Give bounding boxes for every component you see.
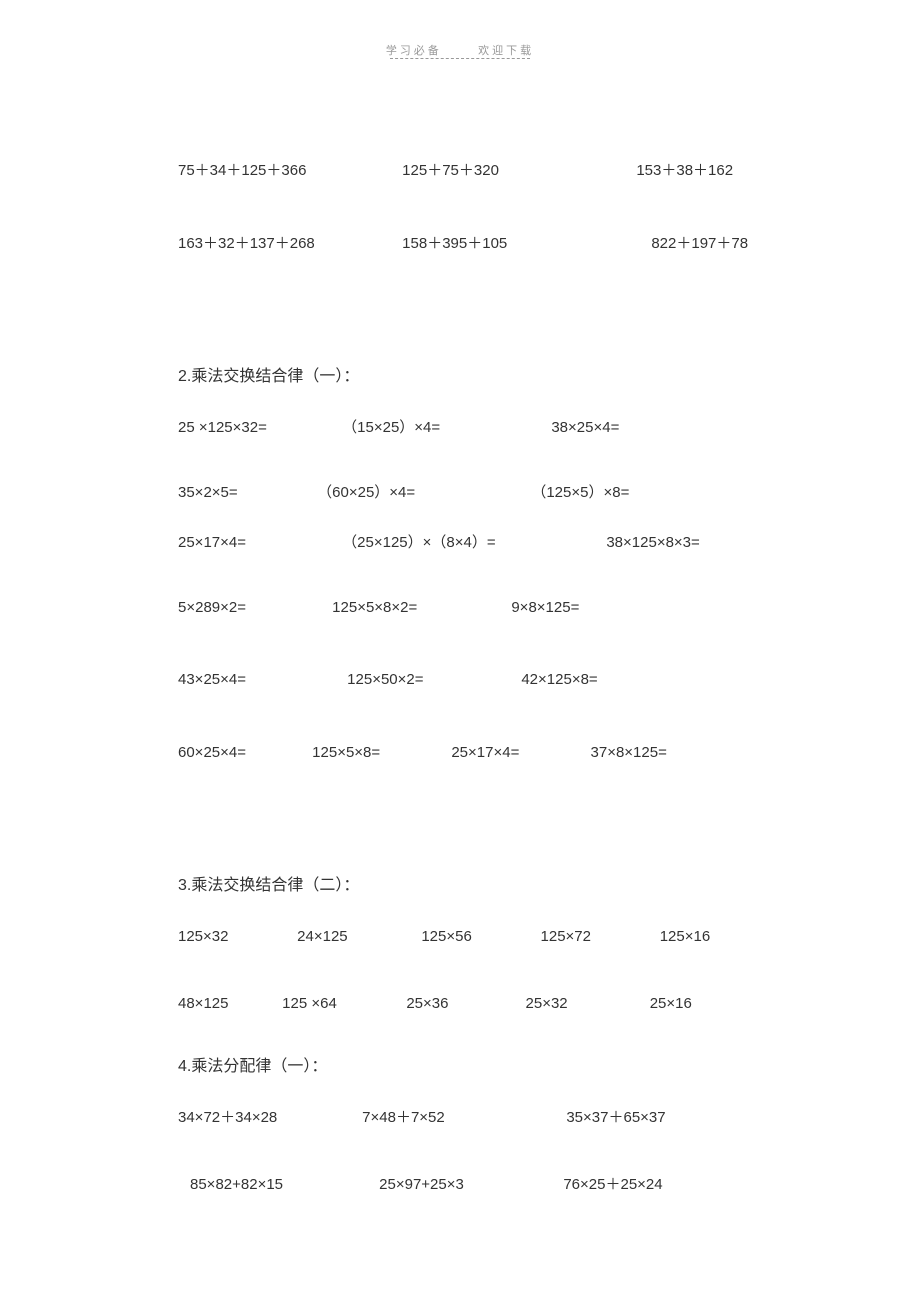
expression: 25×97+25×3 [379, 1174, 559, 1197]
expression: 38×125×8×3= [606, 532, 699, 555]
header-left: 学习必备 [386, 45, 442, 57]
expression: （15×25）×4= [342, 417, 547, 440]
mult-row: 25×17×4= （25×125）×（8×4）= 38×125×8×3= [178, 532, 778, 555]
dist-row: 34×72＋34×28 7×48＋7×52 35×37＋65×37 [178, 1107, 778, 1130]
section-heading: 4.乘法分配律（一）： [178, 1055, 778, 1079]
expression: 37×8×125= [591, 742, 667, 765]
expression: 125＋75＋320 [402, 160, 632, 183]
expression: 125 ×64 [282, 993, 402, 1016]
expression: 38×25×4= [551, 417, 619, 440]
expression: 153＋38＋162 [636, 160, 786, 183]
section-heading: 2.乘法交换结合律（一）： [178, 365, 778, 389]
mult-row: 35×2×5= （60×25）×4= （125×5）×8= [178, 482, 778, 505]
expression: 85×82+82×15 [190, 1174, 375, 1197]
addition-row: 163＋32＋137＋268 158＋395＋105 822＋197＋78 [178, 233, 778, 256]
expression: 25×16 [650, 993, 692, 1016]
expression: （60×25）×4= [317, 482, 527, 505]
expression: 25×17×4= [178, 532, 338, 555]
expression: 822＋197＋78 [651, 233, 801, 256]
expression: 125×50×2= [347, 669, 517, 692]
expression: 158＋395＋105 [402, 233, 647, 256]
expression: 42×125×8= [521, 669, 597, 692]
expression: 34×72＋34×28 [178, 1107, 358, 1130]
expression: 25×32 [526, 993, 646, 1016]
expression: 125×5×8= [312, 742, 447, 765]
dist-row: 85×82+82×15 25×97+25×3 76×25＋25×24 [178, 1174, 778, 1197]
expression: 25 ×125×32= [178, 417, 338, 440]
expression: 5×289×2= [178, 597, 328, 620]
expression: 25×36 [406, 993, 521, 1016]
expression: 125×32 [178, 926, 293, 949]
expression: 43×25×4= [178, 669, 343, 692]
expression: （25×125）×（8×4）= [342, 532, 602, 555]
mult-row: 48×125 125 ×64 25×36 25×32 25×16 [178, 993, 778, 1016]
mult-row: 25 ×125×32= （15×25）×4= 38×25×4= [178, 417, 778, 440]
expression: 25×17×4= [451, 742, 586, 765]
expression: 48×125 [178, 993, 278, 1016]
expression: 7×48＋7×52 [362, 1107, 562, 1130]
expression: 125×72 [541, 926, 656, 949]
mult-row: 43×25×4= 125×50×2= 42×125×8= [178, 669, 778, 692]
expression: 125×56 [421, 926, 536, 949]
mult-row: 125×32 24×125 125×56 125×72 125×16 [178, 926, 778, 949]
addition-row: 75＋34＋125＋366 125＋75＋320 153＋38＋162 [178, 160, 778, 183]
expression: 24×125 [297, 926, 417, 949]
expression: 35×2×5= [178, 482, 313, 505]
expression: 125×16 [660, 926, 710, 949]
expression: 163＋32＋137＋268 [178, 233, 398, 256]
expression: 9×8×125= [511, 597, 579, 620]
header-underline [390, 58, 530, 59]
expression: 76×25＋25×24 [563, 1174, 662, 1197]
document-content: 75＋34＋125＋366 125＋75＋320 153＋38＋162 163＋… [178, 160, 778, 1246]
page-header: 学习必备 欢迎下载 [0, 42, 920, 58]
expression: 75＋34＋125＋366 [178, 160, 398, 183]
expression: （125×5）×8= [531, 482, 629, 505]
expression: 35×37＋65×37 [566, 1107, 665, 1130]
header-right: 欢迎下载 [478, 45, 534, 57]
section-heading: 3.乘法交换结合律（二）： [178, 874, 778, 898]
mult-row: 60×25×4= 125×5×8= 25×17×4= 37×8×125= [178, 742, 778, 765]
expression: 60×25×4= [178, 742, 308, 765]
mult-row: 5×289×2= 125×5×8×2= 9×8×125= [178, 597, 778, 620]
expression: 125×5×8×2= [332, 597, 507, 620]
